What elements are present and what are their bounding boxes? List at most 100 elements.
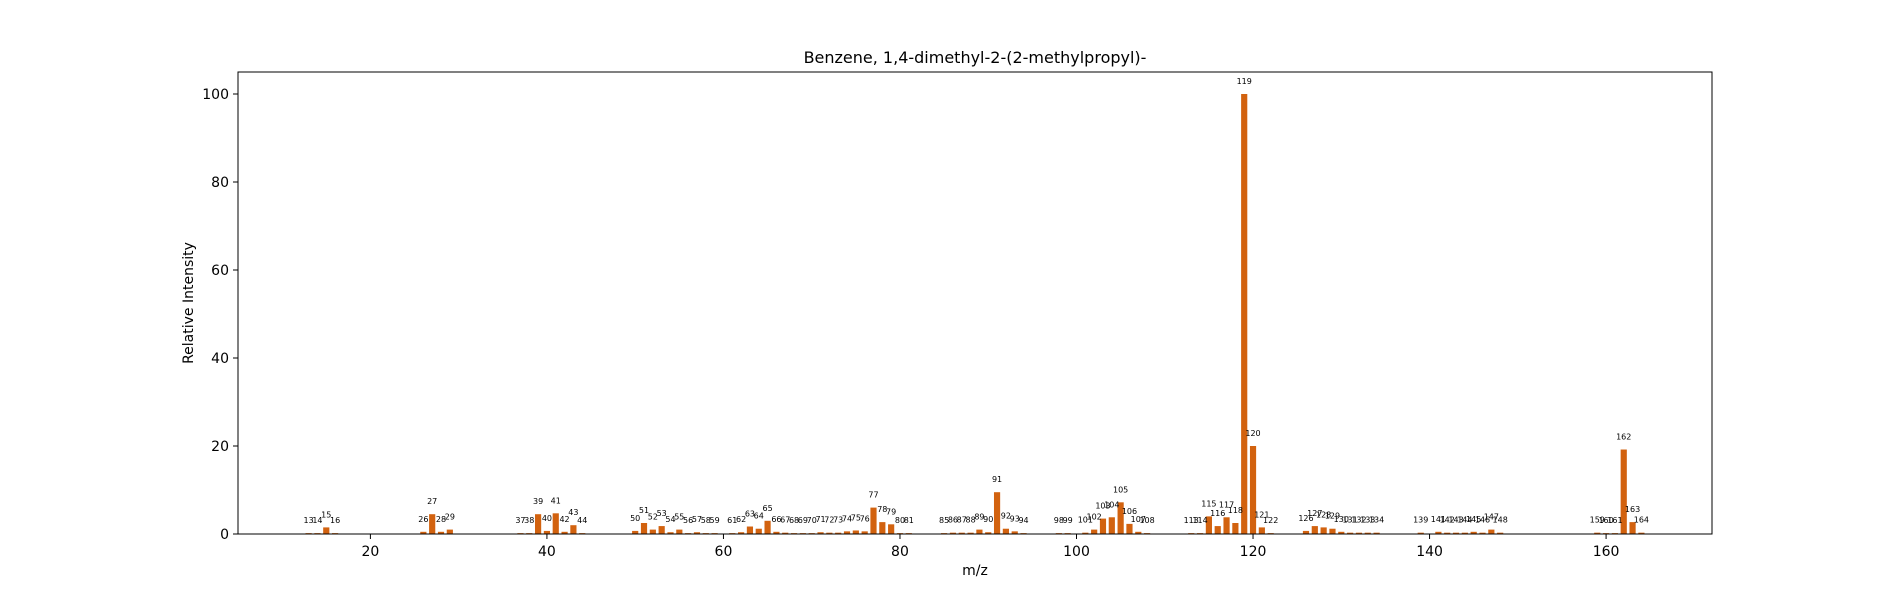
bar-mz-78: [879, 522, 886, 534]
bar-label-mz-102: 102: [1087, 513, 1102, 522]
bar-label-mz-148: 148: [1493, 516, 1508, 525]
bar-label-mz-89: 89: [974, 513, 984, 522]
bar-mz-164: [1638, 532, 1645, 534]
bar-label-mz-94: 94: [1018, 516, 1028, 525]
bar-label-mz-63: 63: [745, 510, 755, 519]
bar-label-mz-26: 26: [418, 515, 428, 524]
bar-mz-163: [1629, 522, 1636, 534]
x-tick-label: 20: [361, 544, 379, 560]
bar-label-mz-92: 92: [1001, 512, 1011, 521]
bar-label-mz-44: 44: [577, 516, 587, 525]
bar-mz-54: [667, 532, 674, 534]
bar-label-mz-164: 164: [1634, 516, 1649, 525]
bar-label-mz-103: 103: [1095, 502, 1110, 511]
bar-label-mz-130: 130: [1334, 515, 1349, 524]
bar-mz-93: [1011, 531, 1018, 534]
bar-mz-40: [543, 530, 551, 534]
bar-label-mz-116: 116: [1210, 509, 1225, 518]
bar-label-mz-39: 39: [533, 497, 543, 506]
bar-label-mz-74: 74: [842, 514, 852, 523]
bar-mz-162: [1620, 449, 1627, 534]
x-tick-label: 140: [1416, 544, 1443, 560]
bar-mz-106: [1126, 523, 1133, 534]
bar-mz-89: [976, 529, 983, 534]
bar-mz-117: [1223, 517, 1230, 534]
y-tick-label: 40: [211, 351, 229, 367]
bar-label-mz-38: 38: [524, 516, 534, 525]
y-tick-label: 20: [211, 439, 229, 455]
y-tick-label: 80: [211, 175, 229, 191]
bar-label-mz-68: 68: [789, 516, 799, 525]
bar-mz-115: [1205, 516, 1212, 534]
bar-mz-126: [1302, 530, 1310, 534]
bar-mz-142: [1444, 532, 1451, 534]
bar-label-mz-120: 120: [1245, 429, 1260, 438]
bar-label-mz-98: 98: [1054, 516, 1064, 525]
bar-label-mz-93: 93: [1010, 514, 1020, 523]
bar-label-mz-105: 105: [1113, 485, 1128, 494]
bar-label-mz-37: 37: [515, 516, 525, 525]
bar-mz-86: [949, 532, 957, 534]
bar-label-mz-142: 142: [1440, 516, 1455, 525]
bar-mz-118: [1232, 523, 1239, 534]
bar-label-mz-40: 40: [542, 514, 552, 523]
bar-mz-121: [1258, 527, 1265, 534]
bar-label-mz-106: 106: [1122, 507, 1137, 516]
bar-label-mz-41: 41: [551, 496, 561, 505]
y-axis: 0 20 40 60 80 100: [202, 87, 238, 543]
bar-mz-72: [826, 532, 833, 534]
plot-frame: [237, 71, 1713, 535]
bar-label-mz-119: 119: [1237, 77, 1252, 86]
bar-label-mz-115: 115: [1201, 499, 1216, 508]
bar-label-mz-29: 29: [445, 513, 455, 522]
bar-mz-120: [1249, 446, 1257, 534]
bar-label-mz-16: 16: [330, 516, 340, 525]
bar-label-mz-90: 90: [983, 515, 993, 524]
bar-label-mz-80: 80: [895, 516, 905, 525]
bar-label-mz-50: 50: [630, 514, 640, 523]
bar-label-mz-141: 141: [1431, 515, 1446, 524]
bar-label-mz-85: 85: [939, 516, 949, 525]
bar-mz-92: [1002, 528, 1009, 534]
bar-label-mz-128: 128: [1316, 510, 1331, 519]
bar-label-mz-15: 15: [321, 510, 331, 519]
bar-label-mz-14: 14: [312, 516, 322, 525]
x-tick-label: 80: [891, 544, 909, 560]
bar-mz-26: [420, 531, 427, 534]
bar-label-mz-107: 107: [1131, 515, 1146, 524]
bar-label-mz-91: 91: [992, 475, 1002, 484]
bar-label-mz-51: 51: [639, 506, 649, 515]
bar-label-mz-77: 77: [868, 491, 878, 500]
bar-label-mz-43: 43: [568, 508, 578, 517]
bar-label-mz-53: 53: [657, 509, 667, 518]
x-tick-label: 40: [538, 544, 556, 560]
bar-mz-133: [1364, 532, 1371, 534]
bar-mz-74: [843, 531, 851, 534]
bar-label-mz-66: 66: [771, 515, 781, 524]
bar-label-mz-118: 118: [1228, 506, 1243, 515]
bar-label-mz-56: 56: [683, 516, 693, 525]
bar-mz-76: [861, 531, 868, 534]
bar-mz-75: [852, 530, 859, 534]
bar-mz-27: [429, 514, 436, 534]
bar-mz-64: [755, 528, 762, 534]
bar-label-mz-144: 144: [1457, 516, 1472, 525]
y-tick-label: 100: [202, 87, 229, 103]
bar-mz-102: [1091, 529, 1098, 534]
bar-label-mz-78: 78: [877, 505, 887, 514]
bar-label-mz-79: 79: [886, 507, 896, 516]
bar-mz-50: [632, 530, 639, 534]
y-tick-label: 0: [220, 527, 229, 543]
bar-mz-139: [1417, 532, 1424, 534]
bar-label-mz-70: 70: [807, 516, 817, 525]
bar-mz-128: [1320, 527, 1327, 534]
bar-label-mz-59: 59: [710, 516, 720, 525]
bar-mz-116: [1214, 526, 1221, 534]
bar-label-mz-88: 88: [965, 516, 975, 525]
x-axis-label: m/z: [962, 563, 988, 579]
bar-label-mz-145: 145: [1466, 515, 1481, 524]
bar-mz-148: [1497, 532, 1504, 534]
bar-label-mz-131: 131: [1342, 516, 1357, 525]
bar-mz-103: [1099, 518, 1107, 534]
